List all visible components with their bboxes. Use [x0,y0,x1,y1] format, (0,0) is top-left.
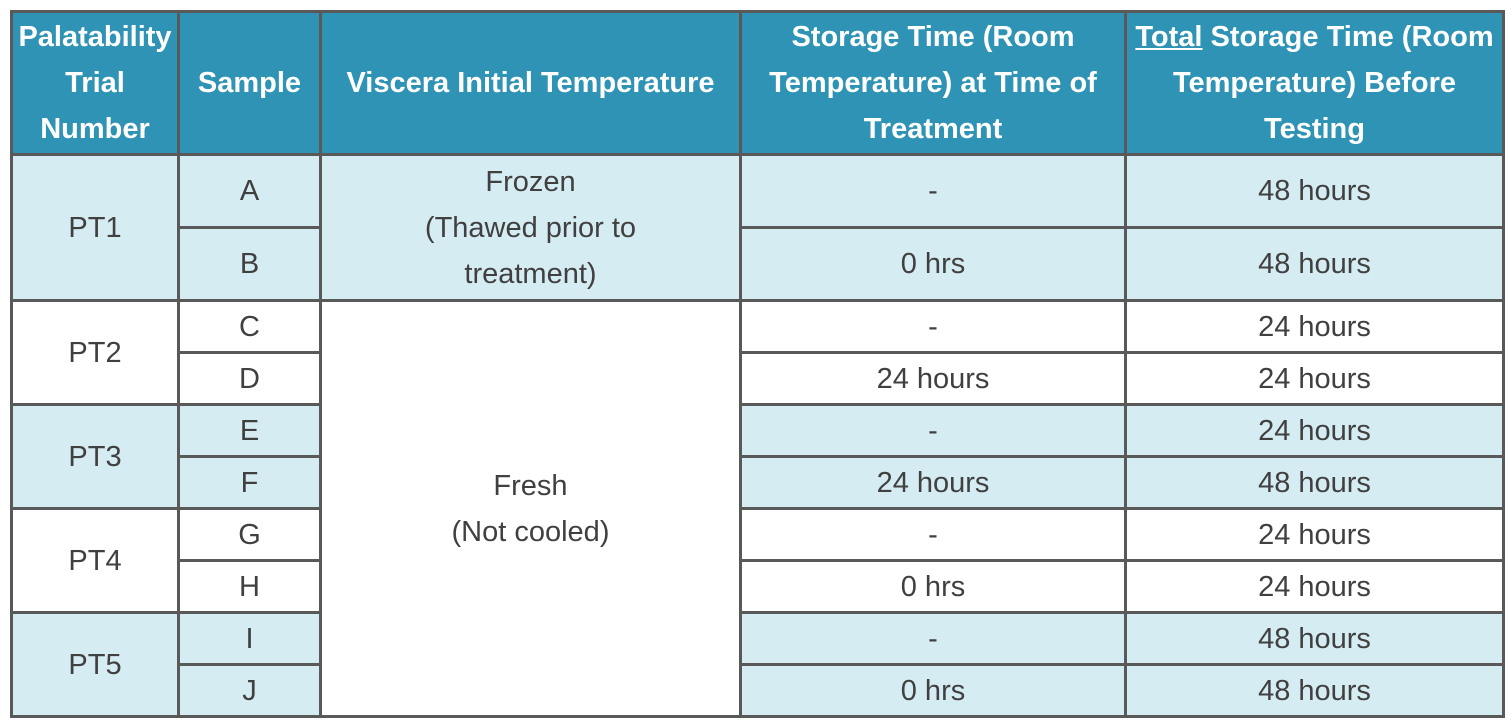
header-total-rest: Storage Time (Room Temperature) Before T… [1172,21,1494,145]
header-trial-number: Palatability Trial Number [10,10,180,156]
storage-cell: 0 hrs [739,559,1127,614]
sample-cell: G [177,507,322,562]
sample-cell: I [177,611,322,666]
total-cell: 24 hours [1124,507,1505,562]
viscera-label: Frozen [485,165,576,198]
total-cell: 24 hours [1124,299,1505,354]
viscera-label: Fresh [493,469,568,502]
table-row: J 0 hrs 48 hours [12,663,1505,718]
header-total-underlined: Total [1135,21,1203,53]
total-cell: 48 hours [1124,455,1505,510]
viscera-cell: Frozen (Thawed prior to treatment) [319,153,742,302]
table-row: PT3 E - 24 hours [10,403,1505,510]
table-row: PT2 C Fresh (Not cooled) - 24 hours [10,299,1505,718]
total-cell: 48 hours [1124,153,1505,229]
table-row: H 0 hrs 24 hours [12,559,1505,614]
storage-cell: 24 hours [739,455,1127,510]
trial-cell: PT1 [10,153,180,302]
storage-cell: 0 hrs [739,663,1127,718]
storage-trial-table: Palatability Trial Number Sample Viscera… [10,10,1505,718]
header-storage-time-treatment: Storage Time (Room Temperature) at Time … [739,10,1127,156]
sample-cell: E [177,403,322,458]
sample-cell: J [177,663,322,718]
trial-cell: PT5 [10,611,180,718]
storage-cell: - [739,507,1127,562]
viscera-note: (Not cooled) [451,515,610,548]
total-cell: 48 hours [1124,663,1505,718]
viscera-note: (Thawed prior to treatment) [424,211,637,290]
storage-cell: 24 hours [739,351,1127,406]
storage-cell: - [739,403,1127,458]
sample-cell: D [177,351,322,406]
table-row: B 0 hrs 48 hours [12,226,1505,302]
header-total-storage-time: Total Storage Time (Room Temperature) Be… [1124,10,1505,156]
table-row: D 24 hours 24 hours [12,351,1505,406]
sample-cell: F [177,455,322,510]
viscera-cell: Fresh (Not cooled) [319,299,742,718]
sample-cell: B [177,226,322,302]
table-row: PT4 G - 24 hours [10,507,1505,614]
header-row: Palatability Trial Number Sample Viscera… [10,10,1505,156]
total-cell: 48 hours [1124,226,1505,302]
storage-cell: 0 hrs [739,226,1127,302]
trial-cell: PT2 [10,299,180,406]
sample-cell: A [177,153,322,229]
storage-cell: - [739,299,1127,354]
table-container: Palatability Trial Number Sample Viscera… [10,10,1505,718]
header-viscera-temperature: Viscera Initial Temperature [319,10,742,156]
storage-cell: - [739,153,1127,229]
storage-cell: - [739,611,1127,666]
sample-cell: H [177,559,322,614]
sample-cell: C [177,299,322,354]
total-cell: 48 hours [1124,611,1505,666]
total-cell: 24 hours [1124,403,1505,458]
table-row: F 24 hours 48 hours [12,455,1505,510]
trial-cell: PT4 [10,507,180,614]
header-sample: Sample [177,10,322,156]
total-cell: 24 hours [1124,351,1505,406]
table-row: PT1 A Frozen (Thawed prior to treatment)… [10,153,1505,302]
table-row: PT5 I - 48 hours [10,611,1505,718]
trial-cell: PT3 [10,403,180,510]
total-cell: 24 hours [1124,559,1505,614]
